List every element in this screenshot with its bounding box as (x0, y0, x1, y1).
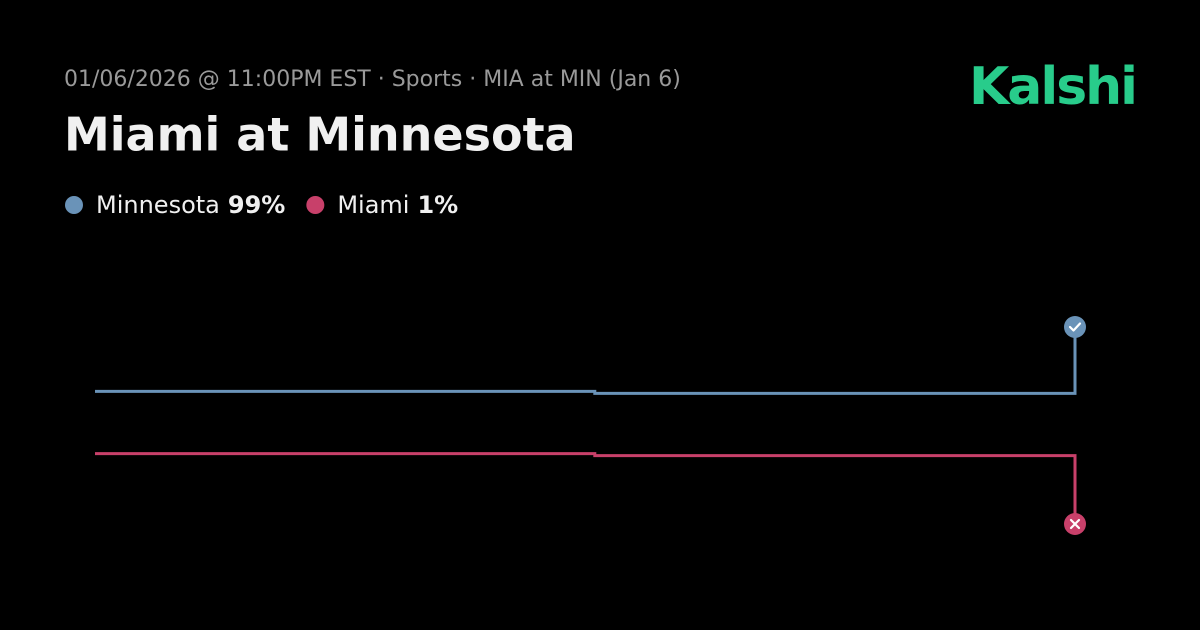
legend: Minnesota 99% Miami 1% (65, 191, 458, 219)
legend-label: Miami (337, 191, 409, 219)
legend-value: 1% (417, 191, 458, 219)
series-line (95, 452, 1077, 524)
brand-logo: Kalshi (969, 57, 1136, 117)
legend-swatch (65, 196, 83, 214)
check-icon (1068, 322, 1082, 332)
end-marker (1064, 316, 1086, 339)
chart-title: Miami at Minnesota (64, 108, 576, 162)
legend-label: Minnesota (96, 191, 220, 219)
cross-icon (1069, 518, 1081, 530)
legend-swatch (306, 196, 325, 214)
series-line (95, 327, 1077, 395)
legend-value: 99% (228, 191, 285, 219)
subtitle: 01/06/2026 @ 11:00PM EST · Sports · MIA … (64, 67, 681, 92)
plot (95, 316, 1086, 535)
